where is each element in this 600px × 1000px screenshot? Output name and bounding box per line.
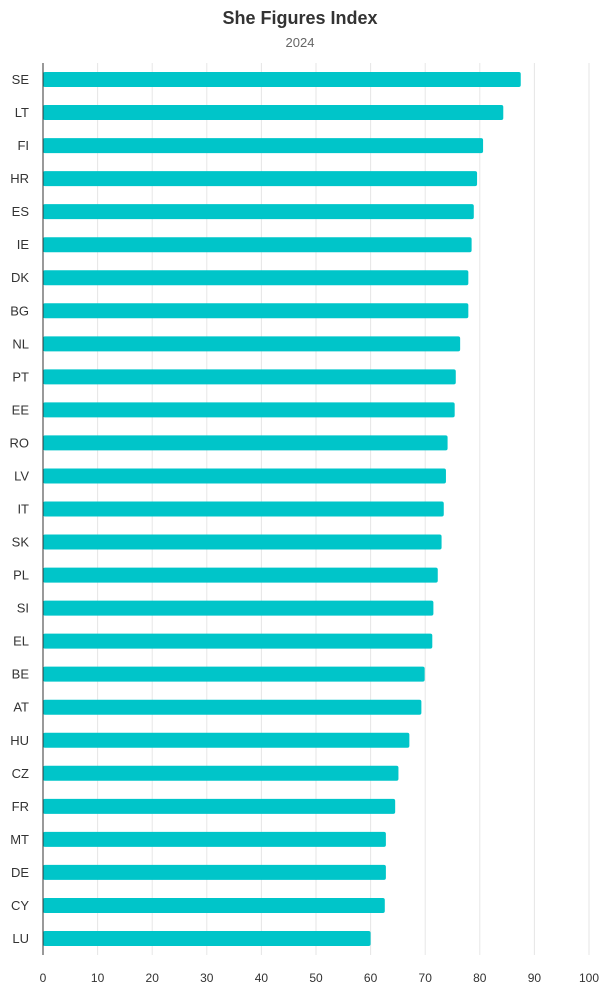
bar-pl[interactable] [43, 567, 438, 583]
x-tick-label: 70 [419, 971, 433, 985]
category-label-ie: IE [17, 237, 30, 252]
category-label-lu: LU [12, 931, 29, 946]
bar-bg[interactable] [43, 303, 469, 319]
category-label-cz: CZ [12, 766, 29, 781]
category-label-hu: HU [10, 733, 29, 748]
category-label-pl: PL [13, 568, 29, 583]
x-tick-label: 30 [200, 971, 214, 985]
category-label-lt: LT [15, 105, 29, 120]
category-label-nl: NL [12, 336, 29, 351]
bar-hu[interactable] [43, 732, 410, 748]
bar-hr[interactable] [43, 171, 478, 187]
bar-mt[interactable] [43, 831, 386, 847]
x-tick-label: 10 [91, 971, 105, 985]
bar-fi[interactable] [43, 138, 484, 154]
x-tick-label: 20 [146, 971, 160, 985]
category-label-si: SI [17, 601, 29, 616]
x-tick-label: 0 [40, 971, 47, 985]
category-label-bg: BG [10, 303, 29, 318]
bar-fr[interactable] [43, 798, 396, 814]
x-tick-label: 100 [579, 971, 599, 985]
bar-nl[interactable] [43, 336, 461, 352]
bar-pt[interactable] [43, 369, 456, 385]
x-tick-label: 50 [309, 971, 323, 985]
category-label-de: DE [11, 865, 29, 880]
category-label-at: AT [13, 700, 29, 715]
bars [43, 72, 521, 946]
bar-it[interactable] [43, 501, 444, 517]
bar-at[interactable] [43, 699, 422, 715]
category-label-lv: LV [14, 468, 29, 483]
category-labels: SE LT FI HR ES IE DK BG NL PT EE RO LV IT SK PL SI EL BE AT… [10, 72, 30, 946]
category-label-dk: DK [11, 270, 29, 285]
bar-lv[interactable] [43, 468, 446, 484]
bar-dk[interactable] [43, 270, 469, 286]
x-tick-label: 90 [528, 971, 542, 985]
bar-el[interactable] [43, 633, 433, 649]
category-label-fi: FI [17, 138, 29, 153]
category-label-se: SE [12, 72, 30, 87]
bar-sk[interactable] [43, 534, 442, 550]
category-label-es: ES [12, 204, 30, 219]
bar-ro[interactable] [43, 435, 448, 451]
chart-subtitle: 2024 [285, 35, 315, 50]
bar-ie[interactable] [43, 237, 472, 253]
x-tick-label: 80 [473, 971, 487, 985]
x-axis-ticks: 0 10 20 30 40 50 60 70 80 90 100 [40, 971, 600, 985]
bar-ee[interactable] [43, 402, 455, 418]
category-label-pt: PT [12, 369, 29, 384]
bar-si[interactable] [43, 600, 434, 616]
bar-cy[interactable] [43, 897, 385, 913]
bar-se[interactable] [43, 72, 521, 88]
category-label-sk: SK [12, 535, 30, 550]
category-label-ee: EE [12, 402, 30, 417]
chart-title: She Figures Index [222, 8, 378, 28]
bar-es[interactable] [43, 204, 474, 220]
category-label-hr: HR [10, 171, 29, 186]
category-label-mt: MT [10, 832, 29, 847]
category-label-el: EL [13, 634, 29, 649]
bar-lu[interactable] [43, 930, 371, 946]
x-tick-label: 40 [255, 971, 269, 985]
bar-lt[interactable] [43, 105, 504, 121]
bar-cz[interactable] [43, 765, 399, 781]
category-label-cy: CY [11, 898, 29, 913]
category-label-it: IT [17, 502, 29, 517]
bar-be[interactable] [43, 666, 425, 682]
category-label-ro: RO [10, 435, 30, 450]
category-label-be: BE [12, 667, 30, 682]
x-tick-label: 60 [364, 971, 378, 985]
category-label-fr: FR [12, 799, 29, 814]
bar-de[interactable] [43, 864, 386, 880]
